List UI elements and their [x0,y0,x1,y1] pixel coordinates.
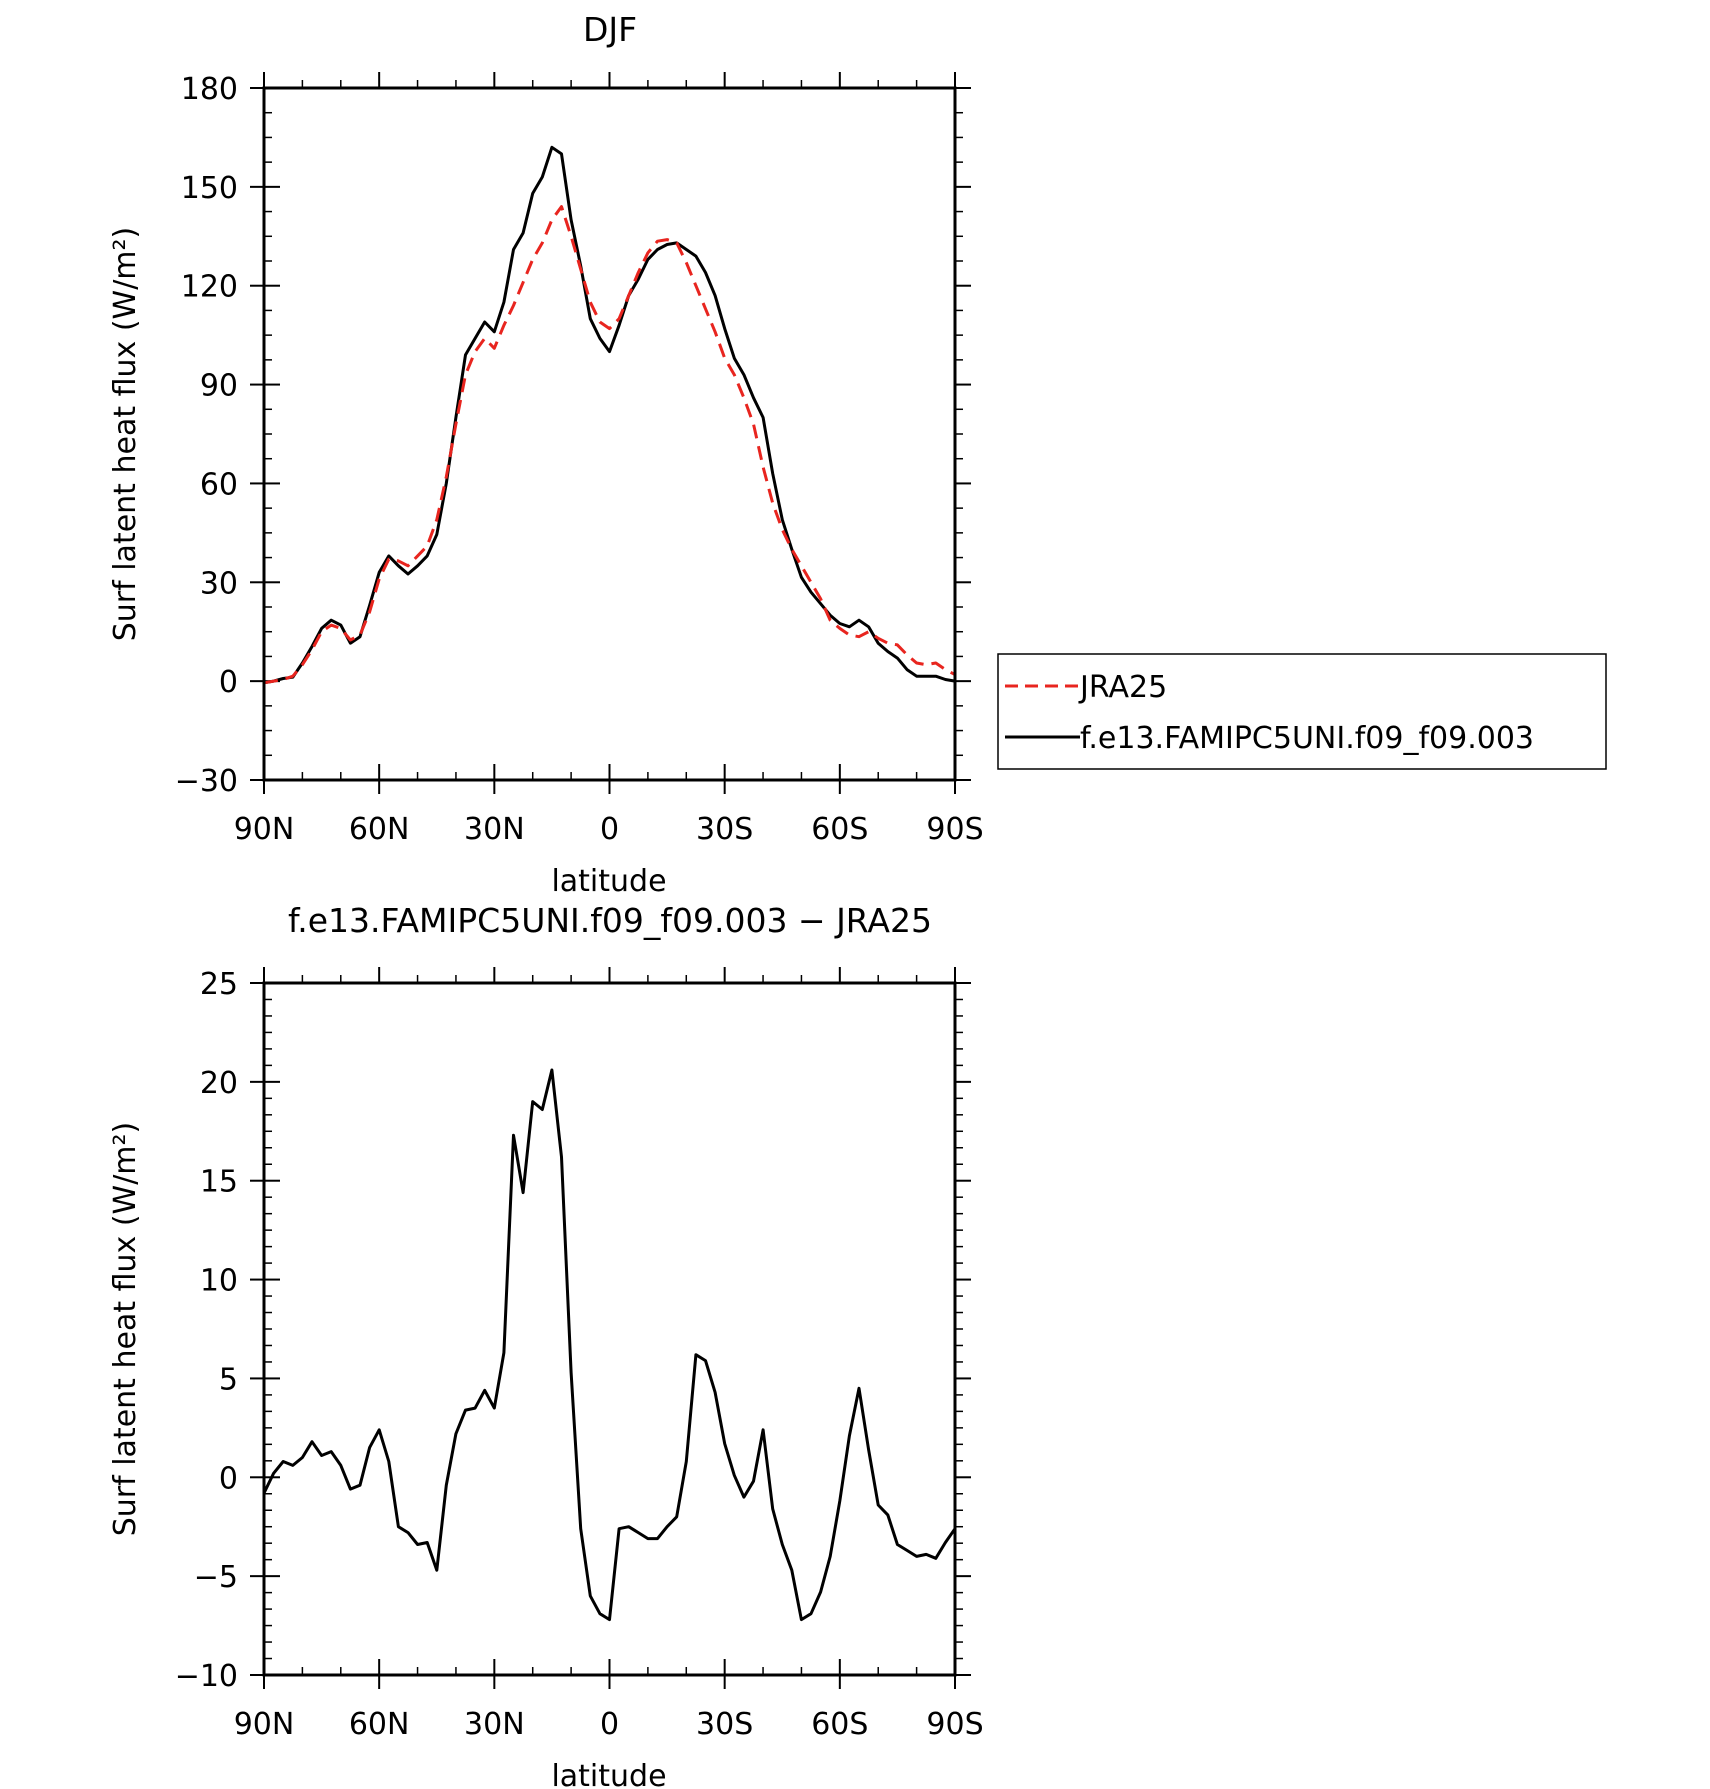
top-panel-frame [262,86,957,782]
x-tick-label: 30N [464,1707,525,1742]
y-tick-label: 20 [200,1066,238,1101]
x-tick-label: 0 [600,1707,619,1742]
x-tick-label: 60S [811,1707,868,1742]
series-line-jra25 [263,205,956,685]
top-panel-series [263,145,956,685]
x-tick-label: 90N [234,812,295,847]
x-tick-label: 90S [926,812,983,847]
y-tick-label: 60 [200,467,238,502]
top-panel-tick-labels: −30 0 30 60 90 120 150 180 90N 60N 30N 0 30S 60S 90S [175,72,984,847]
bottom-panel-title: f.e13.FAMIPC5UNI.f09_f09.003 − JRA25 [288,901,932,940]
x-tick-label: 30S [696,812,753,847]
legend-box [997,653,1607,770]
x-tick-label: 90N [234,1707,295,1742]
bottom-panel-y-axis-label: Surf latent heat flux (W/m²) [108,1122,143,1537]
y-tick-label: 30 [200,566,238,601]
x-tick-label: 60S [811,812,868,847]
top-panel-y-axis-label: Surf latent heat flux (W/m²) [108,227,143,642]
x-tick-label: 0 [600,812,619,847]
y-tick-label: 180 [181,72,238,107]
y-tick-label: 5 [219,1362,238,1397]
x-tick-label: 90S [926,1707,983,1742]
x-tick-label: 30S [696,1707,753,1742]
x-tick-label: 30N [464,812,525,847]
top-panel: DJF −30 0 30 60 90 120 150 180 90N 60N 30N 0 30S 60S 9… [108,10,1607,899]
legend: JRA25 f.e13.FAMIPC5UNI.f09_f09.003 [997,653,1607,770]
bottom-panel-frame [262,981,957,1677]
legend-label-model: f.e13.FAMIPC5UNI.f09_f09.003 [1080,721,1534,756]
series-line-difference [262,1068,957,1622]
legend-label-jra25: JRA25 [1078,670,1167,705]
bottom-panel-tick-labels: −10 −5 0 5 10 15 20 25 90N 60N 30N 0 30S 60S 90S [175,967,984,1742]
y-tick-label: −30 [175,764,238,799]
y-tick-label: 0 [219,1461,238,1496]
bottom-panel-series [262,1068,957,1622]
y-tick-label: 90 [200,369,238,404]
series-line-f-e13-famipc5uni-f09-f09-003 [263,145,956,685]
top-panel-ticks [250,72,971,794]
y-tick-label: 10 [200,1264,238,1299]
x-tick-label: 60N [349,1707,410,1742]
y-tick-label: 150 [181,171,238,206]
y-tick-label: 25 [200,967,238,1002]
bottom-panel-x-axis-label: latitude [551,1759,666,1789]
y-tick-label: −5 [194,1560,238,1595]
x-tick-label: 60N [349,812,410,847]
bottom-panel-ticks [250,967,971,1689]
bottom-panel: f.e13.FAMIPC5UNI.f09_f09.003 − JRA25 −10… [108,901,984,1789]
top-panel-x-axis-label: latitude [551,864,666,899]
y-tick-label: −10 [175,1659,238,1694]
top-panel-title: DJF [583,10,637,49]
y-tick-label: 120 [181,270,238,305]
y-tick-label: 0 [219,665,238,700]
y-tick-label: 15 [200,1165,238,1200]
